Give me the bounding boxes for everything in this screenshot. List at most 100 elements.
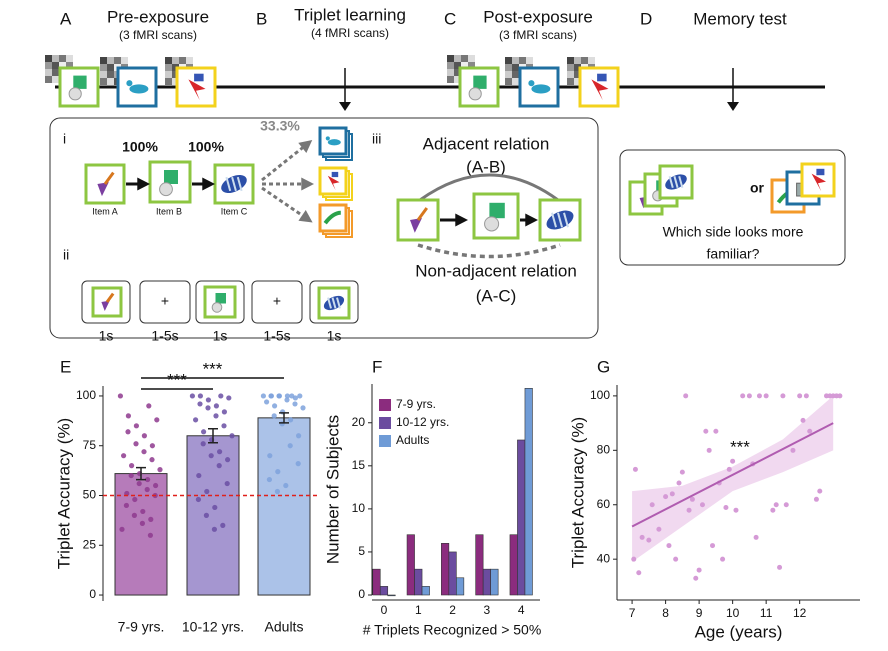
subject-point	[673, 556, 679, 562]
noise-patch	[66, 62, 73, 69]
subject-point	[189, 393, 195, 399]
noise-patch	[100, 78, 107, 85]
noise-patch	[52, 55, 59, 62]
subject-point	[726, 466, 732, 472]
subject-point	[208, 453, 214, 459]
item-label: Item A	[92, 206, 118, 216]
icon	[327, 297, 332, 309]
noise-patch	[179, 57, 186, 64]
icon	[236, 176, 243, 192]
panel-letter: C	[444, 9, 456, 28]
subject-point	[295, 461, 301, 467]
icon	[211, 302, 223, 313]
subject-point	[703, 428, 709, 434]
subject-point	[753, 534, 759, 540]
fixation: +	[161, 293, 169, 309]
stimulus-frame	[658, 164, 694, 200]
stimulus-frame	[148, 160, 192, 204]
subject-point	[213, 413, 219, 419]
stimulus-frame	[318, 203, 348, 233]
subject-point	[636, 570, 642, 576]
subject-point	[141, 449, 147, 455]
noise-patch	[581, 57, 588, 64]
legend-swatch	[379, 417, 391, 429]
subject-point	[129, 463, 135, 469]
arrow-head	[455, 213, 468, 227]
subject-point	[125, 413, 131, 419]
probability: 100%	[122, 139, 158, 155]
panel-letter: G	[597, 357, 610, 376]
error-bar	[208, 428, 218, 444]
subject-point	[813, 496, 819, 502]
duration: 1-5s	[263, 328, 290, 344]
arrow-head	[339, 102, 351, 111]
noise-patch	[512, 71, 519, 78]
trial-box	[251, 280, 303, 324]
subject-point	[197, 401, 203, 407]
noise-patch	[100, 64, 107, 71]
icon	[531, 84, 551, 94]
panel-subtitle: (3 fMRI scans)	[499, 28, 577, 42]
subpanel-label: iii	[372, 131, 381, 147]
subject-point	[276, 393, 282, 399]
panel-letter: D	[640, 9, 652, 28]
subject-point	[205, 397, 211, 403]
subject-point	[220, 522, 226, 528]
subject-point	[720, 556, 726, 562]
arrow	[261, 186, 307, 220]
x-tick-label: Adults	[265, 619, 304, 635]
subject-point	[141, 433, 147, 439]
subject-point	[204, 488, 210, 495]
fixation: +	[273, 293, 281, 309]
subject-point	[790, 447, 796, 453]
bar	[517, 439, 526, 596]
subject-point	[197, 393, 203, 399]
item-label: Item B	[156, 206, 182, 216]
panel-letter: E	[60, 357, 71, 376]
x-tick-label: 10-12 yrs.	[182, 619, 244, 635]
subject-point	[817, 488, 823, 494]
noise-patch	[526, 57, 533, 64]
noise-patch	[59, 62, 66, 69]
noise-patch	[447, 62, 454, 69]
noise-patch	[505, 71, 512, 78]
icon	[484, 216, 500, 232]
x-tick-label: 12	[793, 606, 807, 620]
subject-point	[212, 504, 218, 511]
arrow-head	[298, 210, 313, 223]
noise-patch	[512, 78, 519, 85]
icon	[225, 176, 232, 192]
subject-point	[689, 496, 695, 502]
noise-patch	[100, 57, 107, 64]
subject-point	[287, 443, 293, 449]
subject-point	[676, 480, 682, 486]
subject-point	[292, 395, 298, 401]
probability: 100%	[188, 139, 224, 155]
noise-patch	[45, 76, 52, 83]
noise-patch	[574, 64, 581, 71]
subject-point	[740, 393, 746, 399]
panel-title: Triplet learning	[294, 5, 406, 24]
noise-patch	[100, 71, 107, 78]
subject-point	[656, 526, 662, 532]
icon	[811, 173, 826, 192]
subject-point	[154, 417, 160, 423]
subject-point	[147, 532, 153, 538]
icon	[673, 175, 679, 189]
panel-title: Post-exposure	[483, 7, 593, 26]
y-axis-label: Triplet Accuracy (%)	[54, 418, 73, 569]
icon	[678, 175, 684, 189]
noise-patch	[567, 57, 574, 64]
subject-point	[140, 508, 146, 515]
subject-point	[200, 441, 206, 447]
y-tick-label: 60	[597, 497, 611, 511]
y-axis-label: Number of Subjects	[323, 415, 342, 564]
subject-point	[195, 496, 201, 503]
adjacent-arc	[419, 173, 559, 202]
icon	[73, 75, 87, 89]
trial-box	[139, 280, 191, 324]
icon	[557, 212, 563, 228]
noise-patch	[107, 64, 114, 71]
legend-label: 7-9 yrs.	[396, 397, 436, 411]
